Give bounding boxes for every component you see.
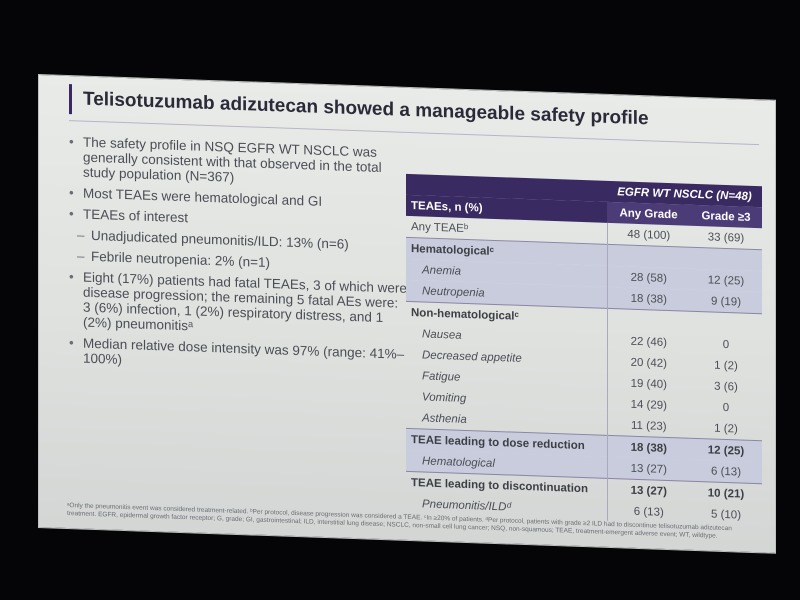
cell-any: 11 (23) xyxy=(607,413,691,439)
cell-g3: 3 (6) xyxy=(714,380,738,393)
cell-g3 xyxy=(690,311,762,336)
cell-any: 13 (27) xyxy=(607,478,691,503)
cell-any: 6 (13) xyxy=(607,499,691,524)
bullet-item: Eight (17%) patients had fatal TEAEs, 3 … xyxy=(67,269,407,341)
cell-any: 18 (38) xyxy=(607,435,691,460)
cell-any: 48 (100) xyxy=(607,222,691,248)
cell-g3: 1 (2) xyxy=(714,359,738,372)
cell-g3: 5 (10) xyxy=(710,508,742,522)
column-header-grade3: Grade ≥3 xyxy=(690,204,762,229)
cell-g3: 9 (19) xyxy=(690,289,762,314)
title-accent-bar xyxy=(69,84,72,115)
presentation-slide: Telisotuzumab adizutecan showed a manage… xyxy=(38,74,776,554)
cell-any: 19 (40) xyxy=(607,371,691,396)
cell-g3: 33 (69) xyxy=(707,230,745,245)
cell-g3: 12 (25) xyxy=(690,268,762,293)
bullet-item: Median relative dose intensity was 97% (… xyxy=(67,335,407,377)
cell-g3: 1 (2) xyxy=(714,422,738,435)
teae-table: EGFR WT NSCLC (N=48) TEAEs, n (%) Any Gr… xyxy=(406,173,762,526)
cell-g3: 10 (21) xyxy=(690,481,762,506)
cell-g3: 0 xyxy=(722,338,730,351)
cell-any: 14 (29) xyxy=(607,392,691,417)
cell-any: 20 (42) xyxy=(607,350,691,375)
cell-any: 28 (58) xyxy=(607,265,691,290)
cell-any xyxy=(607,308,691,333)
cell-any: 18 (38) xyxy=(607,286,691,312)
cell-g3: 12 (25) xyxy=(690,438,762,463)
cell-any xyxy=(607,244,691,269)
cell-g3: 0 xyxy=(722,401,730,414)
cell-any: 22 (46) xyxy=(607,329,691,354)
bullet-list: The safety profile in NSQ EGFR WT NSCLC … xyxy=(67,134,407,383)
bullet-item: The safety profile in NSQ EGFR WT NSCLC … xyxy=(67,134,407,191)
cell-g3: 6 (13) xyxy=(690,459,762,484)
cell-any: 13 (27) xyxy=(607,456,691,482)
cell-g3 xyxy=(690,247,762,272)
column-header-any-grade: Any Grade xyxy=(607,201,691,226)
